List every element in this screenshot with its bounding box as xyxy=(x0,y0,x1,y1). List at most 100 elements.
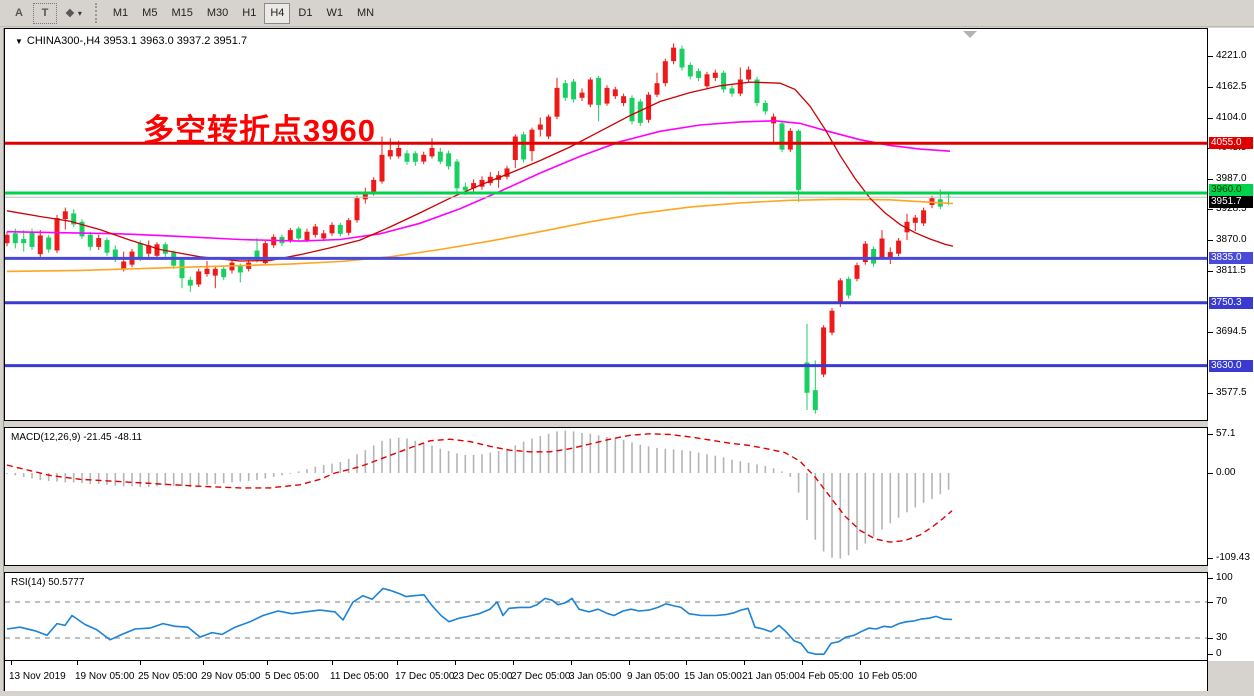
time-tick-label: 13 Nov 2019 xyxy=(9,671,66,682)
rsi-tick-label: 30 xyxy=(1216,632,1228,643)
time-tick-label: 23 Dec 05:00 xyxy=(453,671,513,682)
price-tick-label: 3928.5 xyxy=(1216,203,1247,214)
time-tick-mark xyxy=(860,661,861,665)
price-tick-label: 3987.0 xyxy=(1216,173,1247,184)
time-tick-mark xyxy=(203,661,204,665)
time-tick-label: 9 Jan 05:00 xyxy=(627,671,680,682)
rsi-label: RSI(14) 50.5777 xyxy=(11,577,85,588)
time-tick-mark xyxy=(332,661,333,665)
main-chart-panel[interactable]: ▼ CHINA300-,H4 3953.1 3963.0 3937.2 3951.… xyxy=(4,28,1208,421)
time-tick-label: 11 Dec 05:00 xyxy=(330,671,389,682)
rsi-panel[interactable]: RSI(14) 50.5777 xyxy=(4,572,1208,661)
time-tick-mark xyxy=(267,661,268,665)
dropdown-caret-icon: ▾ xyxy=(77,8,82,18)
timeframe-button-M15[interactable]: M15 xyxy=(165,2,199,24)
timeframe-button-H1[interactable]: H1 xyxy=(236,2,263,24)
price-level-badge: 4055.0 xyxy=(1209,137,1253,149)
chevron-down-icon[interactable]: ▼ xyxy=(15,37,23,46)
price-tick-label: 4104.0 xyxy=(1216,112,1247,123)
timeframe-button-W1[interactable]: W1 xyxy=(320,2,349,24)
macd-tick-label: -109.43 xyxy=(1216,552,1250,563)
axis-tick-mark xyxy=(1208,638,1213,639)
text-box-tool-button[interactable]: T xyxy=(33,2,57,24)
candlestick-chart[interactable] xyxy=(5,29,1207,420)
rsi-tick-label: 70 xyxy=(1216,596,1228,607)
text-label-tool-button[interactable]: A xyxy=(7,2,31,24)
panel-splitter[interactable] xyxy=(4,421,1208,427)
timeframe-button-M5[interactable]: M5 xyxy=(136,2,164,24)
time-tick-mark xyxy=(397,661,398,665)
chart-annotation-text: 多空转折点3960 xyxy=(143,113,376,148)
price-level-badge: 3630.0 xyxy=(1209,360,1253,372)
price-tick-label: 3811.5 xyxy=(1216,265,1246,276)
macd-panel[interactable]: MACD(12,26,9) -21.45 -48.11 xyxy=(4,427,1208,566)
price-level-badge: 3750.3 xyxy=(1209,297,1253,309)
rsi-chart[interactable] xyxy=(5,573,1207,660)
axis-tick-mark xyxy=(1208,271,1213,272)
macd-chart[interactable] xyxy=(5,428,1207,565)
axis-tick-mark xyxy=(1208,87,1213,88)
time-tick-mark xyxy=(686,661,687,665)
rsi-tick-label: 100 xyxy=(1216,572,1233,583)
axis-tick-mark xyxy=(1208,654,1213,655)
axis-tick-mark xyxy=(1208,393,1213,394)
price-tick-label: 4162.5 xyxy=(1216,81,1247,92)
axis-tick-mark xyxy=(1208,209,1213,210)
chart-shift-marker-icon[interactable] xyxy=(963,31,977,38)
price-axis[interactable]: 4221.04162.54104.04045.53987.03928.53870… xyxy=(1208,28,1254,661)
time-tick-mark xyxy=(11,661,12,665)
timeframe-button-D1[interactable]: D1 xyxy=(292,2,319,24)
time-tick-mark xyxy=(513,661,514,665)
symbol-ohlc-text: CHINA300-,H4 3953.1 3963.0 3937.2 3951.7 xyxy=(26,35,248,47)
axis-tick-mark xyxy=(1208,558,1213,559)
macd-tick-label: 0.00 xyxy=(1216,467,1236,478)
time-tick-mark xyxy=(77,661,78,665)
timeframe-button-M30[interactable]: M30 xyxy=(200,2,235,24)
axis-tick-mark xyxy=(1208,56,1213,57)
axis-tick-mark xyxy=(1208,240,1213,241)
timeframe-buttons: M1 M5 M15 M30 H1 H4 D1 W1 MN xyxy=(106,2,381,24)
time-tick-label: 19 Nov 05:00 xyxy=(75,671,135,682)
rsi-tick-label: 0 xyxy=(1216,648,1222,659)
macd-tick-label: 57.1 xyxy=(1216,428,1236,439)
axis-tick-mark xyxy=(1208,332,1213,333)
styles-dropdown-button[interactable]: ❖ ▾ xyxy=(59,2,88,24)
time-tick-mark xyxy=(140,661,141,665)
timeframe-button-H4[interactable]: H4 xyxy=(264,2,291,24)
toolbar-separator xyxy=(94,3,100,23)
window-left-edge xyxy=(0,28,4,691)
timeframe-button-M1[interactable]: M1 xyxy=(106,2,135,24)
time-tick-label: 17 Dec 05:00 xyxy=(395,671,455,682)
price-tick-label: 3694.5 xyxy=(1216,326,1247,337)
time-tick-mark xyxy=(744,661,745,665)
axis-tick-mark xyxy=(1208,578,1213,579)
time-tick-mark xyxy=(629,661,630,665)
timeframe-button-MN[interactable]: MN xyxy=(350,2,381,24)
panel-splitter[interactable] xyxy=(4,566,1208,572)
time-tick-label: 3 Jan 05:00 xyxy=(569,671,622,682)
price-level-badge: 3835.0 xyxy=(1209,252,1253,264)
time-tick-label: 15 Jan 05:00 xyxy=(684,671,742,682)
time-tick-label: 27 Dec 05:00 xyxy=(511,671,571,682)
axis-tick-mark xyxy=(1208,118,1213,119)
chart-title: ▼ CHINA300-,H4 3953.1 3963.0 3937.2 3951.… xyxy=(15,35,247,47)
time-tick-label: 4 Feb 05:00 xyxy=(800,671,854,682)
toolbar-left-buttons: A T ❖ ▾ xyxy=(6,2,89,24)
time-tick-mark xyxy=(455,661,456,665)
time-tick-mark xyxy=(571,661,572,665)
axis-tick-mark xyxy=(1208,602,1213,603)
toolbar: A T ❖ ▾ M1 M5 M15 M30 H1 H4 D1 W1 MN xyxy=(0,0,1254,27)
axis-tick-mark xyxy=(1208,434,1213,435)
price-level-badge: 3960.0 xyxy=(1209,184,1253,196)
time-tick-label: 10 Feb 05:00 xyxy=(858,671,917,682)
window-bottom-edge xyxy=(0,691,1254,696)
price-level-badge: 3951.7 xyxy=(1209,196,1253,208)
price-tick-label: 3870.0 xyxy=(1216,234,1247,245)
macd-label: MACD(12,26,9) -21.45 -48.11 xyxy=(11,432,142,443)
time-tick-label: 25 Nov 05:00 xyxy=(138,671,198,682)
time-tick-mark xyxy=(802,661,803,665)
time-axis[interactable]: 13 Nov 2019 19 Nov 05:00 25 Nov 05:00 29 No… xyxy=(4,661,1208,691)
price-tick-label: 4221.0 xyxy=(1216,50,1247,61)
price-tick-label: 3577.5 xyxy=(1216,387,1247,398)
